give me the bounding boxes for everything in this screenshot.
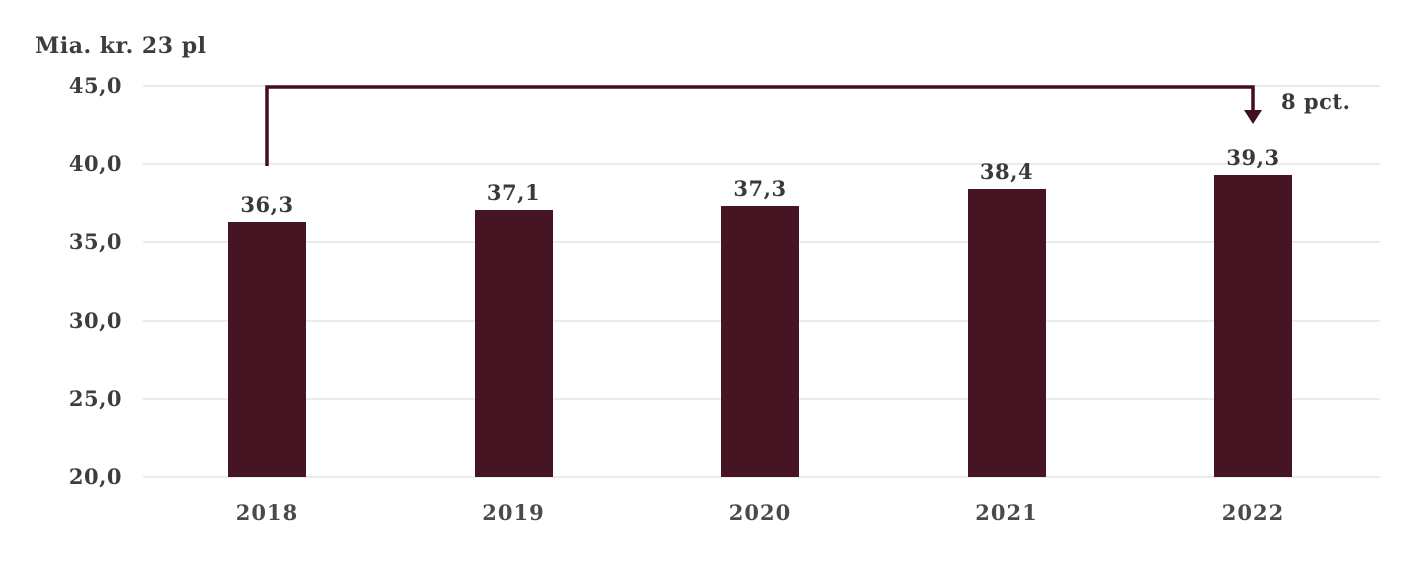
- y-axis-title: Mia. kr. 23 pl: [35, 33, 207, 59]
- bar-value-label: 36,3: [240, 192, 294, 218]
- x-axis-label: 2020: [728, 500, 792, 525]
- annotation-label: 8 pct.: [1281, 89, 1351, 114]
- bar-2022: [1214, 175, 1292, 477]
- gridline: [143, 85, 1380, 87]
- y-tick-label: 40,0: [68, 151, 122, 177]
- y-tick-label: 20,0: [68, 464, 122, 489]
- bar-value-label: 37,3: [733, 176, 787, 202]
- bar-2019: [474, 209, 553, 477]
- bar-value-label: 38,4: [979, 159, 1034, 185]
- y-tick-label: 45,0: [68, 73, 122, 98]
- bar-2020: [721, 206, 799, 477]
- x-axis-label: 2018: [235, 500, 299, 525]
- bar-2021: [967, 189, 1046, 477]
- x-axis-label: 2021: [975, 500, 1038, 525]
- y-tick-label: 35,0: [68, 229, 122, 255]
- arrowhead-down-icon: [1244, 110, 1262, 124]
- bar-value-label: 39,3: [1226, 145, 1280, 171]
- y-tick-label: 30,0: [68, 307, 122, 333]
- x-axis-label: 2019: [482, 500, 545, 525]
- gridline: [143, 476, 1380, 478]
- x-axis-label: 2022: [1221, 500, 1285, 525]
- bar-2018: [228, 222, 306, 477]
- y-tick-label: 25,0: [68, 385, 122, 411]
- bar-value-label: 37,1: [486, 179, 541, 205]
